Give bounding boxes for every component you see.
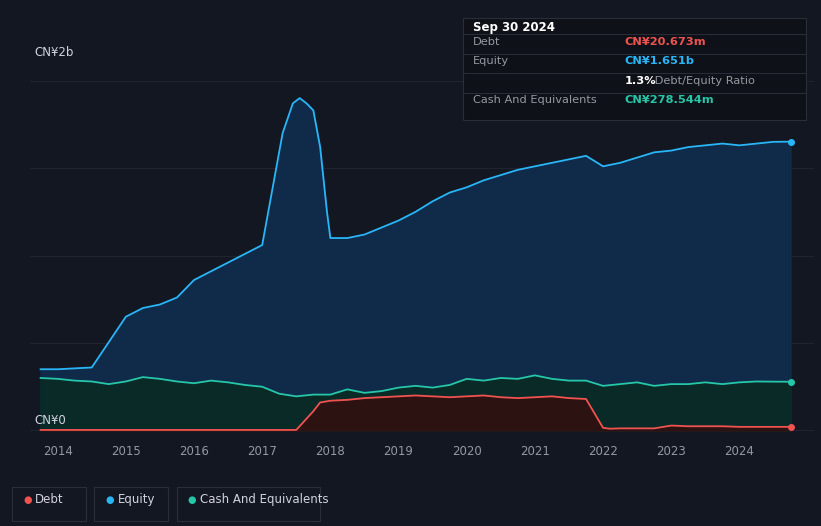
Text: Debt: Debt — [473, 37, 500, 47]
Text: ●: ● — [105, 494, 113, 505]
Text: CN¥2b: CN¥2b — [34, 46, 74, 59]
Text: Cash And Equivalents: Cash And Equivalents — [200, 493, 328, 506]
Text: CN¥0: CN¥0 — [34, 414, 66, 427]
Text: Cash And Equivalents: Cash And Equivalents — [473, 95, 597, 105]
Text: 1.3%: 1.3% — [624, 76, 656, 86]
Text: Debt/Equity Ratio: Debt/Equity Ratio — [651, 76, 755, 86]
Text: Equity: Equity — [117, 493, 155, 506]
Text: CN¥20.673m: CN¥20.673m — [624, 37, 706, 47]
Text: ●: ● — [187, 494, 195, 505]
Text: CN¥1.651b: CN¥1.651b — [624, 56, 695, 66]
Text: ●: ● — [23, 494, 31, 505]
Text: CN¥278.544m: CN¥278.544m — [624, 95, 713, 105]
Text: Equity: Equity — [473, 56, 509, 66]
Text: Sep 30 2024: Sep 30 2024 — [473, 21, 555, 34]
Text: Debt: Debt — [35, 493, 64, 506]
